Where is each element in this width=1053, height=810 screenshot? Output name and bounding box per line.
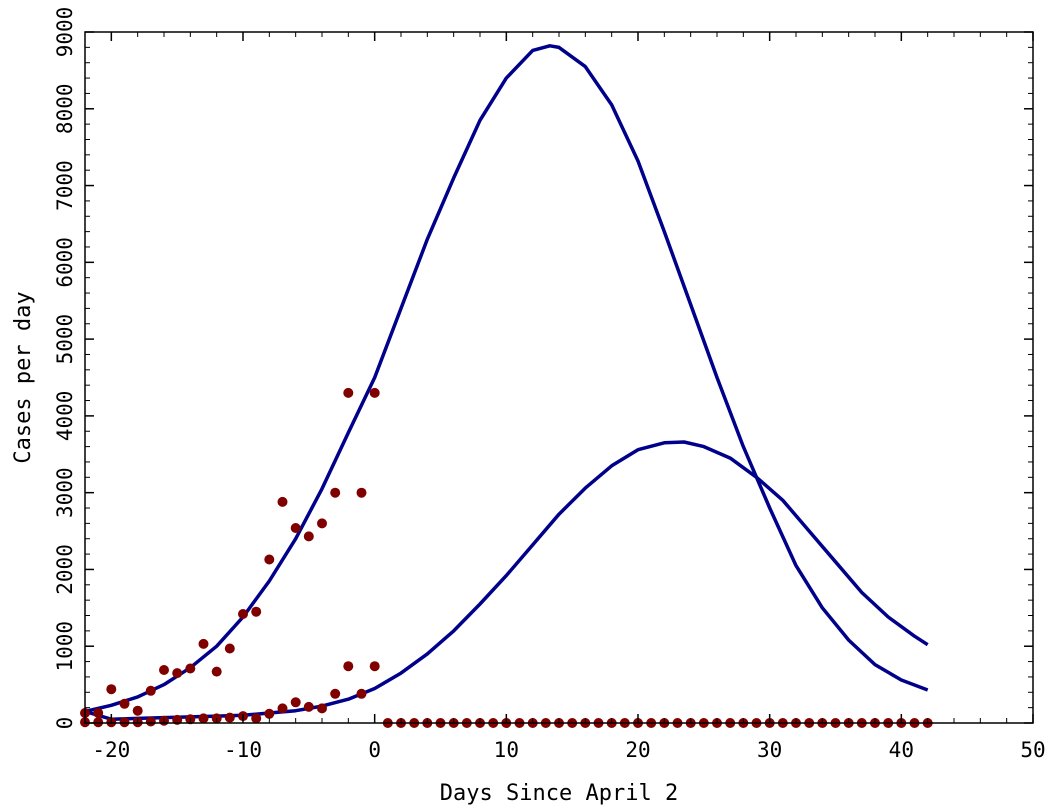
data-point	[198, 713, 209, 724]
data-point	[317, 518, 327, 529]
data-point	[277, 703, 288, 714]
data-point	[343, 661, 354, 672]
data-point	[317, 703, 327, 714]
data-point	[159, 665, 169, 675]
data-point	[238, 609, 248, 619]
data-point	[224, 643, 235, 654]
y-tick-label: 1000	[53, 621, 77, 672]
x-tick-label: -10	[224, 738, 262, 762]
data-point	[132, 705, 143, 716]
y-tick-label: 8000	[53, 83, 77, 134]
data-point	[277, 496, 288, 507]
data-point	[356, 487, 367, 498]
data-point	[198, 638, 209, 649]
data-point	[303, 701, 314, 712]
data-point	[145, 716, 156, 727]
data-point	[172, 668, 183, 679]
data-point	[145, 685, 156, 696]
data-point	[330, 487, 341, 498]
data-point	[119, 698, 130, 709]
x-tick-label: 50	[1020, 738, 1045, 762]
data-point	[119, 717, 130, 728]
fit-curve-4	[84, 440, 929, 721]
x-axis-ticks: -20 -10 0 10 20 30 40 50	[84, 32, 1046, 762]
data-point	[93, 717, 104, 728]
data-point	[290, 697, 301, 708]
data-point	[93, 708, 104, 718]
data-point	[185, 663, 196, 674]
data-points	[80, 387, 933, 728]
y-axis-label: Cases per day	[11, 291, 36, 463]
y-tick-label: 9000	[53, 7, 77, 58]
data-point	[369, 387, 380, 398]
data-point	[330, 688, 341, 699]
data-point	[224, 712, 235, 723]
y-tick-label: 3000	[53, 467, 77, 518]
data-point	[369, 661, 380, 672]
x-tick-label: -20	[92, 738, 130, 762]
y-tick-label: 7000	[53, 160, 77, 211]
data-point	[343, 387, 354, 398]
data-point	[264, 554, 275, 565]
data-point	[290, 523, 301, 533]
x-axis-label: Days Since April 2	[440, 781, 678, 806]
y-tick-label: 5000	[53, 314, 77, 365]
data-point	[303, 531, 314, 542]
y-tick-label: 0	[53, 717, 77, 730]
x-tick-label: 20	[625, 738, 650, 762]
y-tick-label: 6000	[53, 237, 77, 288]
fit-curves	[84, 44, 929, 721]
data-point	[106, 684, 117, 695]
x-tick-label: 40	[889, 738, 914, 762]
x-tick-label: 0	[368, 738, 381, 762]
data-point	[264, 708, 275, 719]
data-point	[251, 713, 262, 724]
x-tick-label: 30	[757, 738, 782, 762]
data-point	[211, 666, 222, 677]
data-point	[356, 688, 367, 699]
y-tick-label: 2000	[53, 544, 77, 595]
y-tick-label: 4000	[53, 391, 77, 442]
x-tick-label: 10	[494, 738, 519, 762]
fit-curve-3	[84, 44, 929, 714]
y-axis-ticks: 0 1000 2000 3000 4000 5000 6000 7000 8000 9000	[53, 7, 1033, 730]
data-point	[251, 606, 262, 617]
